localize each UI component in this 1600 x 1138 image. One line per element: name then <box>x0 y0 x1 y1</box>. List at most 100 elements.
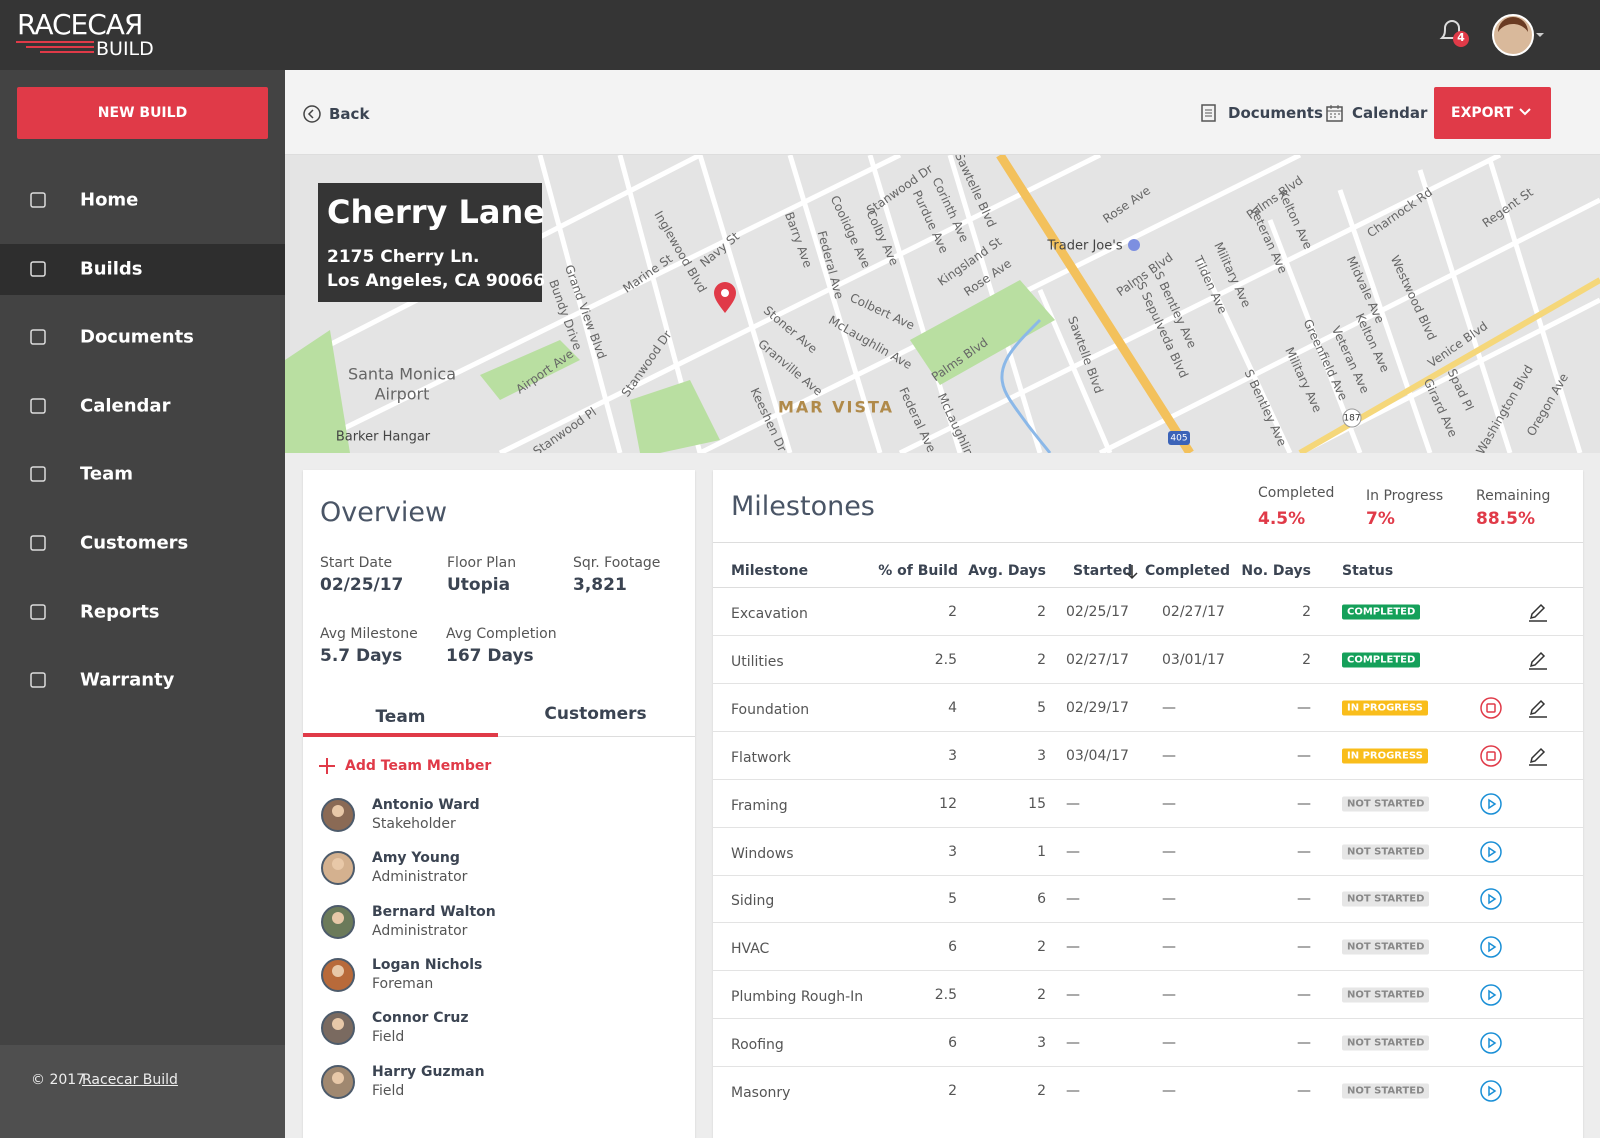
milestone-name: HVAC <box>731 941 770 958</box>
member-avatar <box>321 1064 355 1099</box>
nav-item[interactable]: Customers <box>80 532 189 554</box>
nav-icon <box>30 672 46 688</box>
edit-button[interactable] <box>1527 745 1549 767</box>
map-label: Trader Joe's <box>1046 239 1122 254</box>
member-avatar <box>321 1011 355 1046</box>
edit-button[interactable] <box>1527 649 1549 671</box>
milestone-cell: — <box>1297 1083 1311 1099</box>
creek <box>1000 318 1052 453</box>
user-avatar[interactable] <box>1492 14 1550 56</box>
milestone-cell: 2 <box>948 1083 957 1099</box>
documents-link[interactable]: Documents <box>1228 104 1323 122</box>
new-build-button[interactable] <box>17 87 268 139</box>
summary-label: In Progress <box>1366 488 1444 504</box>
milestone-cell: — <box>1066 939 1080 956</box>
column-header[interactable]: Started <box>1073 563 1133 579</box>
milestone-name: Plumbing Rough-In <box>731 989 864 1006</box>
milestone-cell: — <box>1297 1035 1311 1052</box>
column-header: No. Days <box>1241 563 1311 579</box>
freeway <box>996 155 1194 453</box>
start-button[interactable] <box>1480 792 1502 815</box>
member-name: Antonio Ward <box>372 797 480 813</box>
shield <box>1342 408 1362 428</box>
status-badge: NOT STARTED <box>1342 939 1430 955</box>
row-divider <box>713 826 1583 828</box>
tab[interactable]: Team <box>375 707 426 727</box>
milestone-cell: — <box>1297 699 1311 716</box>
project-card <box>318 183 542 302</box>
milestone-cell: 6 <box>948 1035 957 1052</box>
park <box>285 330 350 453</box>
start-button[interactable] <box>1480 1080 1502 1102</box>
map-label: MAR VISTA <box>778 398 894 417</box>
project-name: Cherry Lane <box>327 193 545 231</box>
milestone-cell: 03/04/17 <box>1066 747 1129 764</box>
edit-button[interactable] <box>1527 601 1549 623</box>
edit-button[interactable] <box>1527 697 1549 719</box>
summary-value: 88.5% <box>1476 509 1535 529</box>
nav-item[interactable]: Calendar <box>80 395 171 417</box>
milestone-cell: 2 <box>1037 987 1046 1004</box>
status-badge: NOT STARTED <box>1342 1083 1430 1099</box>
status-badge: COMPLETED <box>1342 652 1421 668</box>
milestone-name: Utilities <box>731 653 784 670</box>
column-header: Completed <box>1145 563 1231 579</box>
overview-card <box>303 470 695 1138</box>
milestone-name: Excavation <box>731 606 808 622</box>
back-link[interactable]: Back <box>329 105 370 123</box>
milestone-cell: — <box>1066 891 1080 908</box>
milestone-cell: 2 <box>948 604 957 620</box>
footer-link[interactable]: Racecar Build <box>82 1072 178 1088</box>
milestone-name: Framing <box>731 797 788 814</box>
milestone-cell: 5 <box>948 891 957 908</box>
map-label: Barker Hangar <box>336 430 431 445</box>
milestone-cell: 2 <box>1037 1083 1046 1099</box>
start-button[interactable] <box>1480 1032 1502 1054</box>
stop-button[interactable] <box>1480 697 1502 719</box>
nav-item[interactable]: Reports <box>80 601 160 623</box>
stat-value: 3,821 <box>573 575 627 595</box>
milestone-cell: 3 <box>948 843 957 860</box>
logo-sub: BUILD <box>96 38 154 60</box>
milestone-cell: 2 <box>1037 939 1046 956</box>
milestone-name: Roofing <box>731 1037 784 1054</box>
park <box>910 280 1055 385</box>
start-button[interactable] <box>1480 888 1502 911</box>
export-button[interactable] <box>1434 87 1551 139</box>
park <box>630 380 720 453</box>
add-member[interactable]: Add Team Member <box>345 758 492 774</box>
back-icon[interactable] <box>302 104 322 124</box>
documents-icon <box>1201 104 1216 122</box>
stop-button[interactable] <box>1480 744 1502 767</box>
member-avatar <box>321 904 355 939</box>
calendar-link[interactable]: Calendar <box>1352 104 1428 122</box>
milestone-cell: 4 <box>948 699 957 716</box>
milestone-cell: 1 <box>1037 843 1046 860</box>
export-caret <box>1519 108 1531 116</box>
nav-item[interactable]: Warranty <box>80 669 175 691</box>
start-button[interactable] <box>1480 840 1502 863</box>
member-role: Foreman <box>372 975 434 992</box>
nav-item[interactable]: Builds <box>80 258 143 280</box>
nav-item[interactable]: Team <box>80 463 133 485</box>
milestones-title: Milestones <box>731 491 875 522</box>
sidebar-footer <box>0 1045 285 1138</box>
nav-item[interactable]: Home <box>80 189 139 211</box>
start-button[interactable] <box>1480 936 1502 959</box>
copyright: © 2017 <box>31 1072 86 1088</box>
milestone-cell: 15 <box>1028 795 1046 812</box>
bell-icon[interactable] <box>1436 16 1476 52</box>
milestone-cell: — <box>1297 747 1311 764</box>
start-button[interactable] <box>1480 984 1502 1006</box>
status-badge: NOT STARTED <box>1342 891 1430 907</box>
poi <box>1128 239 1140 251</box>
logo[interactable]: RACECAЯ <box>17 8 143 41</box>
milestone-name: Windows <box>731 845 794 862</box>
nav-item[interactable]: Documents <box>80 326 194 348</box>
member-avatar <box>321 851 355 886</box>
milestone-cell: — <box>1066 795 1080 812</box>
stat-label: Avg Completion <box>446 626 557 642</box>
milestone-cell: — <box>1297 843 1311 860</box>
sort-icon <box>1126 565 1138 580</box>
tab[interactable]: Customers <box>544 704 647 724</box>
